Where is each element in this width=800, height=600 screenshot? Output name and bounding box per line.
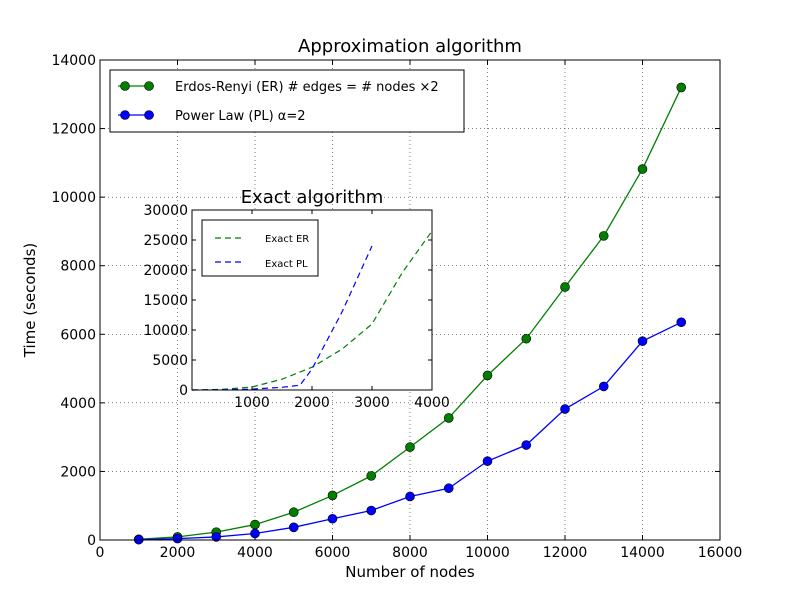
x-tick-label: 8000 (392, 545, 428, 561)
legend-pl-label: Power Law (PL) α=2 (175, 109, 306, 124)
inset-legend-box (201, 219, 319, 277)
legend-pl-marker (144, 110, 154, 120)
x-tick-label: 10000 (465, 545, 510, 561)
inset-x-tick-label: 2000 (294, 395, 330, 411)
y-tick-label: 4000 (60, 396, 96, 412)
data-point-pl (482, 456, 493, 466)
data-point-pl (172, 533, 183, 544)
inset-y-tick-label: 25000 (143, 233, 188, 249)
y-tick-label: 8000 (60, 259, 96, 275)
legend-exact-pl-label: Exact PL (265, 259, 308, 270)
data-point-pl (521, 440, 532, 450)
main-chart-title: Approximation algorithm (298, 36, 522, 57)
data-point-er (560, 282, 570, 292)
data-point-pl (250, 528, 260, 539)
main-plot-frame (99, 59, 721, 541)
y-tick-label: 10000 (51, 190, 96, 206)
inset-legend: Exact ER Exact PL (201, 219, 319, 277)
inset-plot-frame (191, 209, 433, 391)
data-point-er (405, 442, 415, 452)
inset-x-tick-label: 1000 (234, 395, 270, 411)
main-chart: 0 2000 4000 6000 8000 10000 12000 14000 16000020… (21, 36, 742, 581)
data-point-er (366, 471, 377, 481)
data-point-pl (288, 522, 299, 533)
y-tick-label: 14000 (51, 53, 96, 69)
inset-chart-title: Exact algorithm (241, 187, 384, 208)
data-point-er (327, 490, 338, 501)
inset-y-tick-label: 10000 (143, 323, 188, 339)
data-point-pl (211, 532, 222, 542)
data-point-er (598, 231, 609, 241)
data-point-pl (327, 513, 338, 524)
legend-exact-er-label: Exact ER (265, 234, 309, 245)
main-ticks: 0 2000 4000 6000 8000 10000 12000 14000 16000020… (51, 53, 742, 561)
main-legend-box (109, 69, 465, 133)
data-point-er (443, 413, 454, 423)
x-tick-label: 14000 (620, 545, 665, 561)
data-point-pl (560, 404, 570, 414)
data-point-pl (405, 491, 415, 502)
inset-y-tick-label: 20000 (143, 263, 188, 279)
inset-x-tick-label: 3000 (354, 395, 390, 411)
x-tick-label: 4000 (237, 545, 273, 561)
y-tick-label: 12000 (51, 122, 96, 138)
legend-er-label: Erdos-Renyi (ER) # edges = # nodes ×2 (175, 80, 439, 95)
data-point-er (521, 333, 532, 344)
inset-x-tick-label: 4000 (414, 395, 450, 411)
main-x-axis-label: Number of nodes (345, 563, 475, 581)
main-y-axis-label: Time (seconds) (21, 243, 39, 359)
data-point-pl (676, 317, 687, 328)
data-point-er (250, 519, 260, 530)
inset-series-line-exact-er (191, 230, 433, 391)
inset-y-tick-label: 5000 (152, 353, 188, 369)
x-tick-label: 0 (96, 545, 105, 561)
legend-er-marker (120, 81, 130, 91)
y-tick-label: 2000 (60, 464, 96, 480)
inset-y-tick-label: 15000 (143, 293, 188, 309)
data-point-pl (637, 336, 648, 346)
inset-ticks: 1000 2000 3000 4000 0 5000 10000 15000 20000 2500… (143, 203, 449, 411)
y-tick-label: 0 (87, 533, 96, 549)
legend-pl-marker (120, 110, 130, 120)
inset-chart: 1000 2000 3000 4000 0 5000 10000 15000 20000 2500… (143, 187, 449, 411)
data-point-pl (598, 381, 609, 392)
x-tick-label: 6000 (315, 545, 351, 561)
data-point-pl (443, 483, 454, 494)
data-point-pl (366, 505, 377, 516)
inset-y-tick-label: 0 (179, 383, 188, 399)
data-point-er (482, 370, 493, 381)
x-tick-label: 12000 (543, 545, 588, 561)
inset-y-tick-label: 30000 (143, 203, 188, 219)
main-legend: Erdos-Renyi (ER) # edges = # nodes ×2 Po… (109, 69, 465, 133)
data-point-er (288, 507, 299, 518)
data-point-er (637, 164, 648, 174)
x-tick-label: 2000 (160, 545, 196, 561)
y-tick-label: 6000 (60, 327, 96, 343)
x-tick-label: 16000 (698, 545, 743, 561)
data-point-er (676, 82, 687, 93)
legend-er-marker (144, 81, 154, 91)
